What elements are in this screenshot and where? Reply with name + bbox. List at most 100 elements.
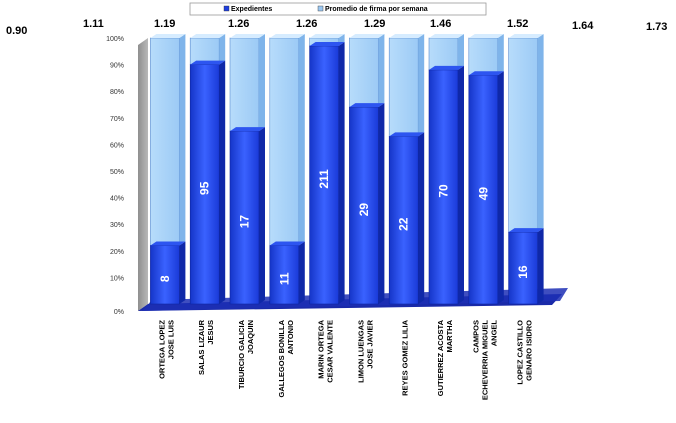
legend-swatch [317, 5, 324, 12]
bar-promedio [150, 37, 180, 246]
bar-promedio-side [418, 34, 425, 137]
category-label: JOAQUIN [246, 320, 255, 354]
bar-expedientes-top [230, 127, 265, 132]
bar-expedientes-top [309, 41, 345, 46]
bar-top-face [349, 34, 385, 38]
bar-expedientes-side [219, 60, 226, 304]
chart-left-wall [138, 38, 148, 311]
bar-top-face [150, 34, 186, 38]
bar-value-label: 211 [317, 169, 331, 189]
category-label: MARIN ORTEGA [317, 319, 326, 378]
bar-stack: 29 [349, 34, 385, 305]
bar-value-label: 70 [437, 184, 451, 198]
bar-promedio-side [219, 34, 226, 65]
bar-expedientes-top [508, 228, 544, 233]
category-label: CESAR VALENTE [326, 320, 335, 383]
y-tick-label: 40% [110, 196, 124, 203]
bar-stack: 17 [229, 34, 265, 305]
bar-value-label: 11 [277, 272, 291, 285]
category-label: ANTONIO [286, 320, 295, 355]
bar-expedientes [150, 245, 180, 305]
bar-expedientes [349, 106, 379, 305]
category-label: CAMPOS [471, 320, 480, 353]
bar-stack: 16 [508, 34, 544, 305]
bar-stack: 11 [269, 34, 305, 305]
y-tick-label: 50% [110, 169, 124, 176]
y-tick-label: 80% [110, 89, 124, 96]
bar-promedio [388, 37, 419, 137]
bar-expedientes-top [389, 132, 425, 137]
bar-expedientes-side [259, 127, 265, 304]
bar-value-label: 95 [198, 181, 212, 195]
bar-top-face [230, 34, 265, 38]
bar-value-label: 22 [397, 217, 411, 231]
bar-promedio [349, 37, 379, 108]
bar-top-face [429, 34, 464, 38]
bar-promedio-side [259, 34, 265, 132]
bar-expedientes-top [150, 241, 186, 246]
bar-stack: 49 [468, 34, 504, 305]
bar-expedientes-top [269, 241, 305, 246]
y-tick-label: 100% [106, 36, 124, 43]
legend-label: Promedio de firma por semana [325, 6, 428, 13]
y-tick-label: 70% [110, 116, 124, 123]
bar-top-face [269, 34, 305, 38]
category-label: GALLEGOS BONILLA [277, 319, 286, 397]
bar-stack: 95 [189, 34, 226, 305]
bar-promedio-side [179, 34, 186, 246]
bar-expedientes-side [497, 71, 504, 305]
y-tick-label: 10% [110, 275, 124, 282]
bar-top-face [468, 34, 504, 38]
y-tick-label: 20% [110, 249, 124, 256]
legend-swatch [223, 5, 230, 12]
bar-expedientes-side [298, 241, 305, 304]
category-label: TIBURCIO GALICIA [237, 319, 246, 389]
bar-promedio [229, 37, 260, 132]
category-label: JESUS [206, 320, 215, 345]
bar-expedientes [468, 74, 499, 305]
legend-box [189, 2, 487, 16]
promedio-label: 1.73 [646, 21, 667, 33]
bar-expedientes-side [338, 41, 345, 304]
bar-expedientes-top [190, 60, 226, 65]
bar-expedientes-side [458, 65, 464, 304]
promedio-label: 1.29 [364, 18, 385, 30]
bar-promedio [508, 37, 538, 233]
promedio-label: 1.52 [507, 18, 528, 30]
category-label: GENARO ISIDRO [525, 320, 534, 381]
category-label: ECHEVERRIA MIGUEL [480, 320, 489, 401]
bar-promedio-side [298, 34, 305, 246]
bar-value-label: 16 [516, 265, 530, 279]
bar-expedientes-side [537, 228, 544, 304]
bar-expedientes [388, 136, 419, 305]
bar-expedientes [189, 64, 220, 305]
category-label: LOPEZ CASTILLO [516, 320, 525, 385]
y-tick-label: 60% [110, 142, 124, 149]
bar-promedio-side [378, 34, 385, 108]
bar-promedio [468, 37, 499, 76]
bar-expedientes-side [418, 132, 425, 304]
promedio-label: 0.90 [6, 25, 27, 37]
bar-stack: 211 [309, 34, 345, 305]
category-label: GUTIERREZ ACOSTA [436, 319, 445, 396]
category-label: ANGEL [489, 320, 498, 347]
category-label: REYES GOMEZ LILIA [401, 319, 410, 395]
category-label: SALAS LIZAUR [197, 319, 206, 375]
bar-expedientes-side [179, 241, 186, 304]
bar-top-face [190, 34, 226, 38]
legend-label: Expedientes [231, 6, 272, 13]
bar-promedio [189, 37, 220, 65]
bar-expedientes-top [349, 103, 385, 108]
bar-promedio-side [537, 34, 544, 233]
category-label: LIMON LUENGAS [356, 320, 365, 383]
bar-value-label: 17 [238, 215, 252, 229]
promedio-label: 1.26 [296, 18, 317, 30]
bar-top-face [508, 34, 544, 38]
promedio-label: 1.26 [228, 18, 249, 30]
category-label: JOSE JAVIER [365, 319, 374, 368]
bar-promedio [428, 37, 459, 71]
bar-expedientes-top [429, 65, 464, 70]
bar-promedio-side [458, 34, 464, 70]
